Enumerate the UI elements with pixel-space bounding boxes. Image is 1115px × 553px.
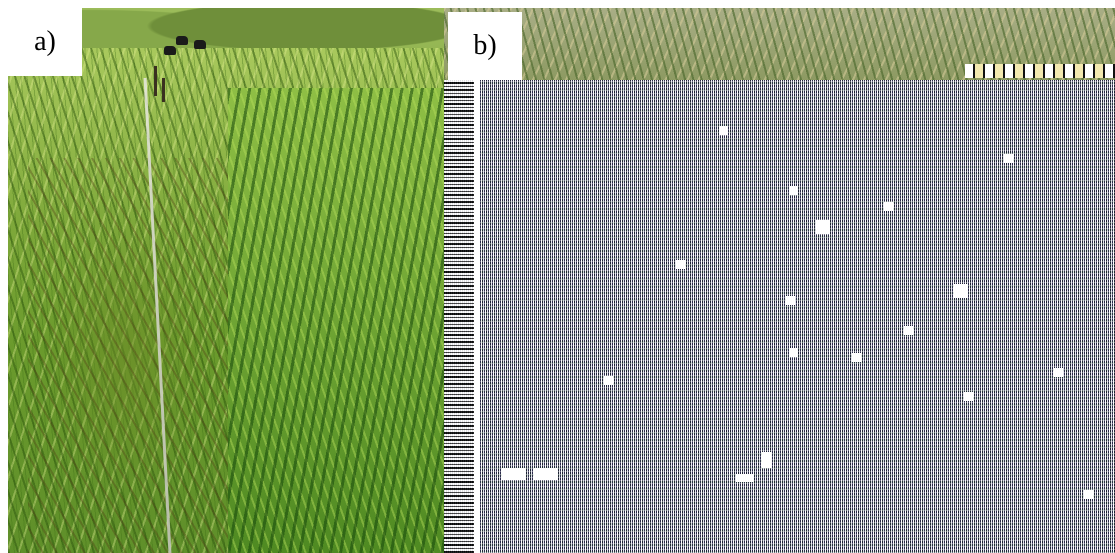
white-vertical-line bbox=[474, 80, 480, 553]
tall-grass-strip bbox=[228, 88, 444, 553]
panel-label-a: a) bbox=[8, 8, 82, 76]
white-speck bbox=[789, 348, 798, 357]
white-speck bbox=[534, 468, 558, 480]
white-speck bbox=[502, 468, 526, 480]
white-speck bbox=[816, 220, 830, 234]
fence-post bbox=[154, 66, 157, 96]
white-speck bbox=[884, 202, 893, 211]
white-speck bbox=[954, 284, 968, 298]
cow bbox=[194, 40, 206, 49]
white-speck bbox=[964, 392, 973, 401]
white-speck bbox=[719, 126, 728, 135]
cow bbox=[176, 36, 188, 45]
white-speck bbox=[1004, 154, 1013, 163]
white-speck bbox=[762, 452, 772, 468]
white-speck bbox=[789, 186, 798, 195]
panel-label-b-text: b) bbox=[473, 30, 497, 61]
image-noise-region bbox=[444, 80, 1115, 553]
white-speck bbox=[736, 474, 754, 482]
corrupted-pixel-row bbox=[965, 64, 1115, 78]
white-speck bbox=[852, 353, 861, 362]
panel-label-b: b) bbox=[448, 12, 522, 80]
cow bbox=[164, 46, 176, 55]
panel-label-a-text: a) bbox=[34, 26, 56, 57]
panel-a-pasture-photo bbox=[8, 8, 444, 553]
white-speck bbox=[904, 326, 913, 335]
white-speck bbox=[1054, 368, 1063, 377]
white-speck bbox=[676, 260, 685, 269]
white-speck bbox=[604, 376, 613, 385]
white-speck bbox=[786, 296, 795, 305]
grazed-strip bbox=[28, 158, 228, 553]
white-speck bbox=[1084, 490, 1093, 499]
panel-b-grass-closeup bbox=[444, 8, 1115, 553]
fence-post bbox=[162, 78, 165, 102]
